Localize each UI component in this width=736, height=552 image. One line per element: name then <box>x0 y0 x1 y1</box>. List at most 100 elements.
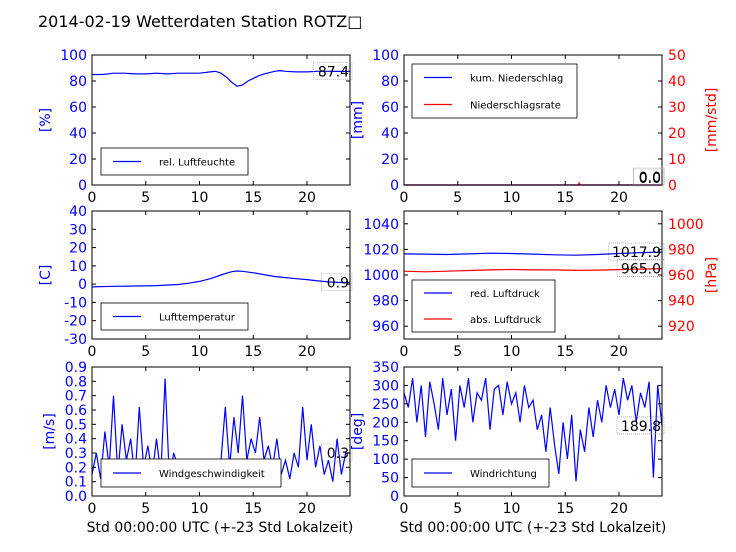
legend-box-precipitation <box>411 63 578 119</box>
y-tick-label-pressure-0: 960 <box>372 319 399 335</box>
x-tick-label-precipitation-2: 10 <box>503 190 521 206</box>
y-right-tick-label-precipitation-1: 10 <box>668 152 686 168</box>
x-tick-label-humidity-1: 5 <box>141 190 150 206</box>
series-line-humidity-0 <box>92 69 350 87</box>
plot-area-pressure: 0 5 10 15 20 960 980 1000 1020 1040 920 940 960 980 10… <box>363 210 720 360</box>
y-tick-label-winddirection-2: 100 <box>372 452 399 468</box>
y-tick-label-precipitation-2: 40 <box>381 126 399 142</box>
value-label-precipitation-right: 0.0 <box>639 171 661 187</box>
y-tick-label-winddirection-0: 0 <box>390 489 399 505</box>
y-tick-label-windspeed-4: 0.4 <box>65 432 87 448</box>
y-tick-label-humidity-1: 20 <box>69 152 87 168</box>
x-tick-label-precipitation-0: 0 <box>400 190 409 206</box>
figure-title: 2014-02-19 Wetterdaten Station ROTZ□ <box>38 12 362 31</box>
y-tick-label-windspeed-1: 0.1 <box>65 475 87 491</box>
y-right-tick-label-precipitation-5: 50 <box>668 48 686 64</box>
y-axis-label-right-precipitation: [mm/std] <box>704 88 720 153</box>
value-label-pressure: 1017.9 <box>612 245 661 261</box>
y-tick-label-precipitation-1: 20 <box>381 152 399 168</box>
y-axis-label-right-pressure: [hPa] <box>704 257 720 293</box>
y-tick-label-pressure-2: 1000 <box>363 268 399 284</box>
value-label-temperature: 0.9 <box>327 275 349 291</box>
panel-temperature: 0 5 10 15 20 -30 -20 -10 0 10 20 30 40 [C] Lufttempera… <box>38 204 353 360</box>
x-tick-label-temperature-2: 10 <box>191 344 209 360</box>
plot-area-winddirection: 0 5 10 15 20050100150200250300350[deg]Windri… <box>350 360 665 517</box>
x-tick-label-winddirection-1: 5 <box>453 501 462 517</box>
y-tick-label-humidity-5: 100 <box>60 48 87 64</box>
y-tick-label-temperature-5: 20 <box>69 241 87 257</box>
value-box-temperature <box>321 273 353 291</box>
legend-label-pressure-0: red. Luftdruck <box>470 289 540 300</box>
axes-frame-temperature <box>91 210 351 340</box>
y-tick-label-temperature-0: -30 <box>64 332 87 348</box>
series-line-temperature-0 <box>91 270 350 288</box>
y-right-tick-label-pressure-1: 940 <box>668 294 695 310</box>
plot-area-temperature: 0 5 10 15 20 -30 -20 -10 0 10 20 30 40 [C] Lufttempera… <box>38 204 353 360</box>
x-tick-label-winddirection-2: 10 <box>503 501 521 517</box>
y-tick-label-temperature-6: 30 <box>69 222 87 238</box>
y-right-tick-label-precipitation-3: 30 <box>668 100 686 116</box>
x-tick-label-windspeed-4: 20 <box>298 501 316 517</box>
y-axis-label-precipitation: [mm] <box>350 101 366 139</box>
y-tick-label-pressure-3: 1020 <box>363 242 399 258</box>
legend-label-temperature-0: Lufttemperatur <box>159 313 236 324</box>
x-tick-label-winddirection-4: 20 <box>610 501 628 517</box>
x-tick-label-windspeed-1: 5 <box>141 501 150 517</box>
x-tick-label-pressure-1: 5 <box>453 344 462 360</box>
x-axis-label-left: Std 00:00:00 UTC (+-23 Std Lokalzeit) <box>87 520 354 536</box>
y-tick-label-temperature-4: 10 <box>69 259 87 275</box>
panel-pressure: 0 5 10 15 20 960 980 1000 1020 1040 920 940 960 980 10… <box>363 210 720 360</box>
y-tick-label-windspeed-9: 0.9 <box>65 360 87 376</box>
x-tick-label-pressure-2: 10 <box>503 344 521 360</box>
series-line-pressure-0 <box>403 251 663 256</box>
legend-label-pressure-1: abs. Luftdruck <box>470 315 541 326</box>
y-tick-label-humidity-4: 80 <box>69 74 87 90</box>
y-tick-label-precipitation-4: 80 <box>381 74 399 90</box>
x-tick-label-temperature-4: 20 <box>298 344 316 360</box>
x-tick-label-precipitation-3: 15 <box>556 190 574 206</box>
y-tick-label-winddirection-5: 250 <box>372 397 399 413</box>
axes-frame-precipitation <box>403 54 663 186</box>
y-right-tick-label-pressure-4: 1000 <box>668 217 704 233</box>
x-tick-label-windspeed-2: 10 <box>191 501 209 517</box>
x-tick-label-temperature-3: 15 <box>244 344 262 360</box>
y-right-tick-label-pressure-0: 920 <box>668 319 695 335</box>
x-tick-label-windspeed-3: 15 <box>244 501 262 517</box>
value-box-precipitation-right <box>633 168 665 187</box>
y-tick-label-humidity-0: 0 <box>78 178 87 194</box>
y-tick-label-winddirection-1: 50 <box>381 471 399 487</box>
y-tick-label-precipitation-3: 60 <box>381 100 399 116</box>
legend-label-humidity-0: rel. Luftfeuchte <box>159 158 235 169</box>
y-tick-label-winddirection-7: 350 <box>372 360 399 376</box>
y-tick-label-temperature-1: -20 <box>64 314 87 330</box>
legend-label-precipitation-1: Niederschlagsrate <box>470 101 561 112</box>
axes-frame-winddirection <box>403 366 663 497</box>
x-tick-label-temperature-1: 5 <box>141 344 150 360</box>
y-tick-label-precipitation-5: 100 <box>372 48 399 64</box>
legend-label-winddirection-0: Windrichtung <box>470 469 537 480</box>
y-tick-label-humidity-2: 40 <box>69 126 87 142</box>
y-tick-label-windspeed-6: 0.6 <box>65 403 87 419</box>
legend-box-pressure <box>411 279 556 333</box>
y-tick-label-windspeed-5: 0.5 <box>65 417 87 433</box>
legend-label-windspeed-0: Windgeschwindigkeit <box>159 469 265 480</box>
value-box-precipitation <box>633 167 665 186</box>
series-line-pressure-1 <box>403 268 663 273</box>
y-tick-label-pressure-4: 1040 <box>363 217 399 233</box>
y-right-tick-label-pressure-3: 980 <box>668 242 695 258</box>
x-tick-label-pressure-4: 20 <box>610 344 628 360</box>
x-axis-label-right: Std 00:00:00 UTC (+-23 Std Lokalzeit) <box>400 520 667 536</box>
x-tick-label-humidity-3: 15 <box>244 190 262 206</box>
panel-winddirection: 0 5 10 15 20050100150200250300350[deg]Windri… <box>350 360 665 517</box>
x-tick-label-precipitation-4: 20 <box>610 190 628 206</box>
plot-area-windspeed: 0 5 10 15 200.00.10.20.30.40.50.60.70.80.9[m… <box>42 360 353 517</box>
y-tick-label-temperature-2: -10 <box>64 295 87 311</box>
panel-humidity: 0 5 10 15 20 0 20 40 60 80 100 [%] rel. Luftfeuchte 8… <box>38 48 353 206</box>
x-tick-label-humidity-2: 10 <box>191 190 209 206</box>
y-tick-label-temperature-7: 40 <box>69 204 87 220</box>
y-tick-label-windspeed-3: 0.3 <box>65 446 87 462</box>
value-label-precipitation: 0.0 <box>639 170 661 186</box>
y-right-tick-label-precipitation-0: 0 <box>668 178 677 194</box>
panel-windspeed: 0 5 10 15 200.00.10.20.30.40.50.60.70.80.9[m… <box>42 360 353 517</box>
y-right-tick-label-precipitation-4: 40 <box>668 74 686 90</box>
